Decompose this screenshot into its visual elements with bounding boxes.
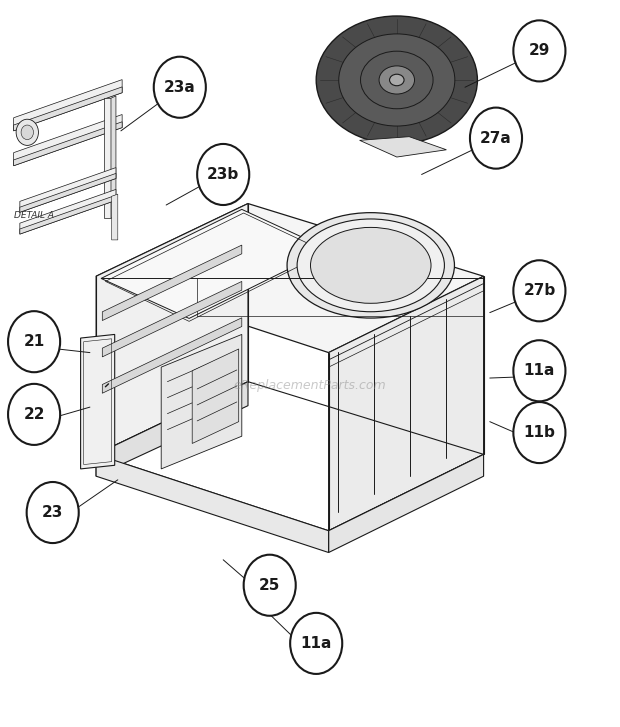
- Polygon shape: [102, 245, 242, 321]
- Text: 22: 22: [24, 407, 45, 422]
- Circle shape: [21, 125, 33, 140]
- Ellipse shape: [297, 219, 445, 312]
- Polygon shape: [360, 137, 446, 157]
- Circle shape: [513, 260, 565, 321]
- Polygon shape: [104, 98, 111, 218]
- Polygon shape: [96, 204, 248, 454]
- Polygon shape: [96, 454, 329, 553]
- Text: DETAIL A: DETAIL A: [14, 211, 54, 220]
- Polygon shape: [96, 204, 484, 353]
- Polygon shape: [14, 122, 122, 166]
- Polygon shape: [81, 334, 115, 469]
- Polygon shape: [20, 189, 116, 234]
- Polygon shape: [96, 382, 248, 476]
- Text: 11a: 11a: [524, 364, 555, 378]
- Polygon shape: [102, 318, 242, 393]
- Text: 21: 21: [24, 334, 45, 349]
- Polygon shape: [101, 209, 329, 318]
- Polygon shape: [329, 276, 484, 531]
- Polygon shape: [14, 114, 122, 166]
- Circle shape: [8, 311, 60, 372]
- Ellipse shape: [361, 51, 433, 109]
- Circle shape: [513, 340, 565, 401]
- Polygon shape: [192, 349, 239, 443]
- Text: 23: 23: [42, 505, 63, 520]
- Text: 23b: 23b: [207, 167, 239, 182]
- Ellipse shape: [379, 66, 415, 94]
- Text: 25: 25: [259, 578, 280, 593]
- Circle shape: [197, 144, 249, 205]
- Polygon shape: [20, 168, 116, 212]
- Ellipse shape: [339, 34, 455, 126]
- Text: eReplacementParts.com: eReplacementParts.com: [234, 379, 386, 392]
- Circle shape: [16, 119, 38, 145]
- Text: 11b: 11b: [523, 425, 556, 440]
- Polygon shape: [14, 79, 122, 131]
- Circle shape: [8, 384, 60, 445]
- Polygon shape: [161, 334, 242, 469]
- Ellipse shape: [287, 213, 454, 318]
- Circle shape: [244, 555, 296, 616]
- Polygon shape: [112, 194, 118, 240]
- Ellipse shape: [389, 74, 404, 86]
- Ellipse shape: [316, 16, 477, 144]
- Circle shape: [290, 613, 342, 674]
- Circle shape: [513, 402, 565, 463]
- Circle shape: [154, 57, 206, 118]
- Circle shape: [513, 20, 565, 81]
- Text: 11a: 11a: [301, 636, 332, 651]
- Circle shape: [470, 108, 522, 169]
- Polygon shape: [20, 173, 116, 212]
- Text: 27a: 27a: [480, 131, 512, 145]
- Polygon shape: [20, 195, 116, 234]
- Ellipse shape: [311, 228, 431, 303]
- Polygon shape: [329, 454, 484, 553]
- Polygon shape: [111, 96, 116, 218]
- Circle shape: [27, 482, 79, 543]
- Text: 27b: 27b: [523, 284, 556, 298]
- Polygon shape: [102, 281, 242, 357]
- Text: 23a: 23a: [164, 80, 196, 95]
- Polygon shape: [14, 87, 122, 131]
- Text: 29: 29: [529, 44, 550, 58]
